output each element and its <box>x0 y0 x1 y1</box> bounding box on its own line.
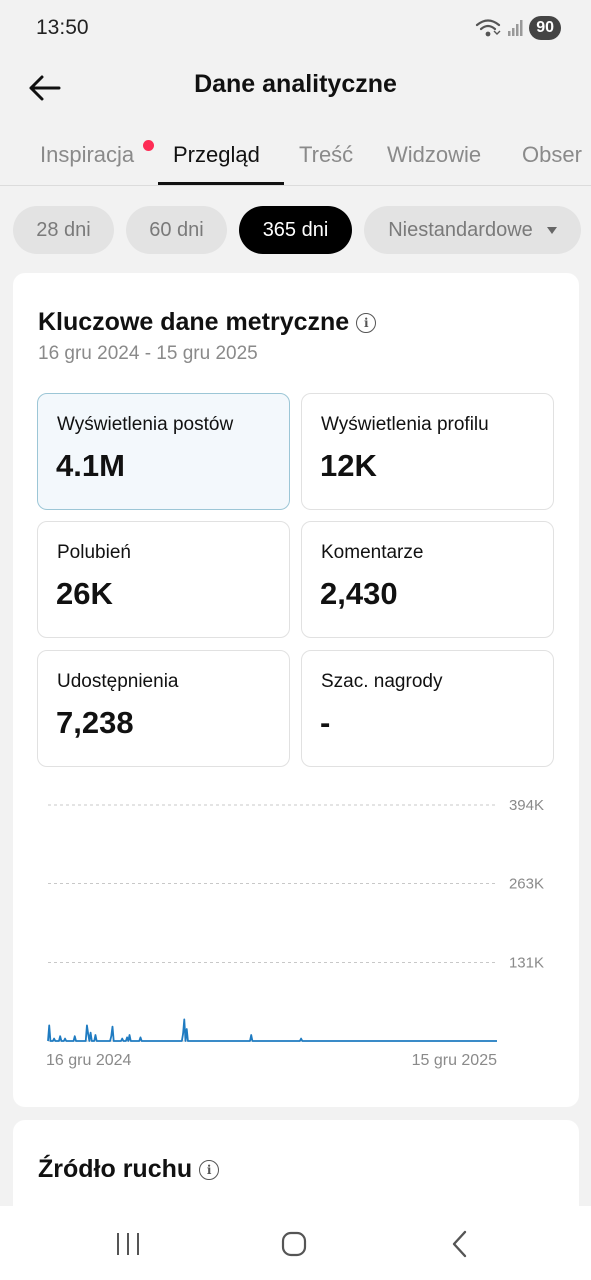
home-icon <box>281 1231 307 1257</box>
active-tab-indicator <box>158 182 284 185</box>
signal-icon <box>508 20 523 36</box>
metric-label: Komentarze <box>321 542 424 563</box>
metric-shares[interactable]: Udostępnienia 7,238 <box>37 650 290 767</box>
y-tick-label: 263K <box>509 875 544 892</box>
metric-likes[interactable]: Polubień 26K <box>37 521 290 638</box>
metric-value: 7,238 <box>56 705 134 740</box>
info-icon[interactable]: i <box>199 1159 220 1180</box>
date-range: 16 gru 2024 - 15 gru 2025 <box>38 343 258 364</box>
metric-label: Polubień <box>57 542 131 563</box>
key-metrics-title: Kluczowe dane metryczne i <box>38 308 377 337</box>
caret-down-icon <box>546 226 557 234</box>
battery-indicator: 90 <box>529 16 561 40</box>
x-tick-label-start: 16 gru 2024 <box>46 1052 132 1069</box>
status-time: 13:50 <box>36 16 89 39</box>
arrow-left-icon <box>29 75 61 101</box>
filter-365-days[interactable]: 365 dni <box>239 206 352 254</box>
y-tick-label: 394K <box>509 797 544 814</box>
x-tick-label-end: 15 gru 2025 <box>412 1052 498 1069</box>
page-title: Dane analityczne <box>194 70 397 98</box>
views-line-chart[interactable]: 394K 263K 131K 16 gru 2024 15 gru 2025 <box>13 783 579 1083</box>
metric-post-views[interactable]: Wyświetlenia postów 4.1M <box>37 393 290 510</box>
key-metrics-title-text: Kluczowe dane metryczne <box>38 308 350 336</box>
metric-value: - <box>320 705 331 740</box>
metric-estimated-rewards[interactable]: Szac. nagrody - <box>301 650 554 767</box>
series-line <box>47 1018 497 1042</box>
metric-comments[interactable]: Komentarze 2,430 <box>301 521 554 638</box>
home-button[interactable] <box>274 1224 314 1264</box>
filter-custom[interactable]: Niestandardowe <box>364 206 581 254</box>
metric-value: 12K <box>320 448 377 483</box>
y-tick-label: 131K <box>509 955 544 972</box>
traffic-source-title: Źródło ruchu i <box>38 1155 220 1184</box>
tab-widzowie[interactable]: Widzowie <box>387 142 482 167</box>
metric-label: Wyświetlenia profilu <box>321 414 489 435</box>
filter-custom-label: Niestandardowe <box>388 218 533 241</box>
metric-value: 4.1M <box>56 448 125 483</box>
recent-apps-button[interactable] <box>108 1224 148 1264</box>
notification-dot <box>143 140 154 151</box>
tab-inspiracja[interactable]: Inspiracja <box>40 142 135 167</box>
tab-bar: Inspiracja Przegląd Treść Widzowie Obser <box>0 126 591 186</box>
info-icon[interactable]: i <box>356 312 377 333</box>
tab-tresc[interactable]: Treść <box>299 142 354 167</box>
metric-value: 2,430 <box>320 576 398 611</box>
back-button[interactable] <box>22 66 66 110</box>
status-bar: 13:50 90 <box>0 0 591 56</box>
wifi-icon <box>476 19 501 37</box>
metric-label: Wyświetlenia postów <box>57 414 234 435</box>
back-icon <box>452 1230 467 1258</box>
filter-28-days[interactable]: 28 dni <box>13 206 114 254</box>
key-metrics-card: Kluczowe dane metryczne i 16 gru 2024 - … <box>13 273 579 1107</box>
status-icons: 90 <box>475 16 561 40</box>
system-back-button[interactable] <box>440 1224 480 1264</box>
system-nav-bar <box>0 1206 591 1280</box>
metric-profile-views[interactable]: Wyświetlenia profilu 12K <box>301 393 554 510</box>
recent-apps-icon <box>117 1233 139 1255</box>
tab-przeglad[interactable]: Przegląd <box>173 142 260 167</box>
metric-value: 26K <box>56 576 113 611</box>
traffic-source-title-text: Źródło ruchu <box>38 1155 193 1183</box>
metric-label: Szac. nagrody <box>321 671 443 692</box>
filter-60-days[interactable]: 60 dni <box>126 206 227 254</box>
date-filter-bar: 28 dni 60 dni 365 dni Niestandardowe <box>0 206 591 254</box>
metric-label: Udostępnienia <box>57 671 179 692</box>
tab-obserwujacy[interactable]: Obser <box>522 142 582 167</box>
app-header: Dane analityczne <box>0 56 591 126</box>
